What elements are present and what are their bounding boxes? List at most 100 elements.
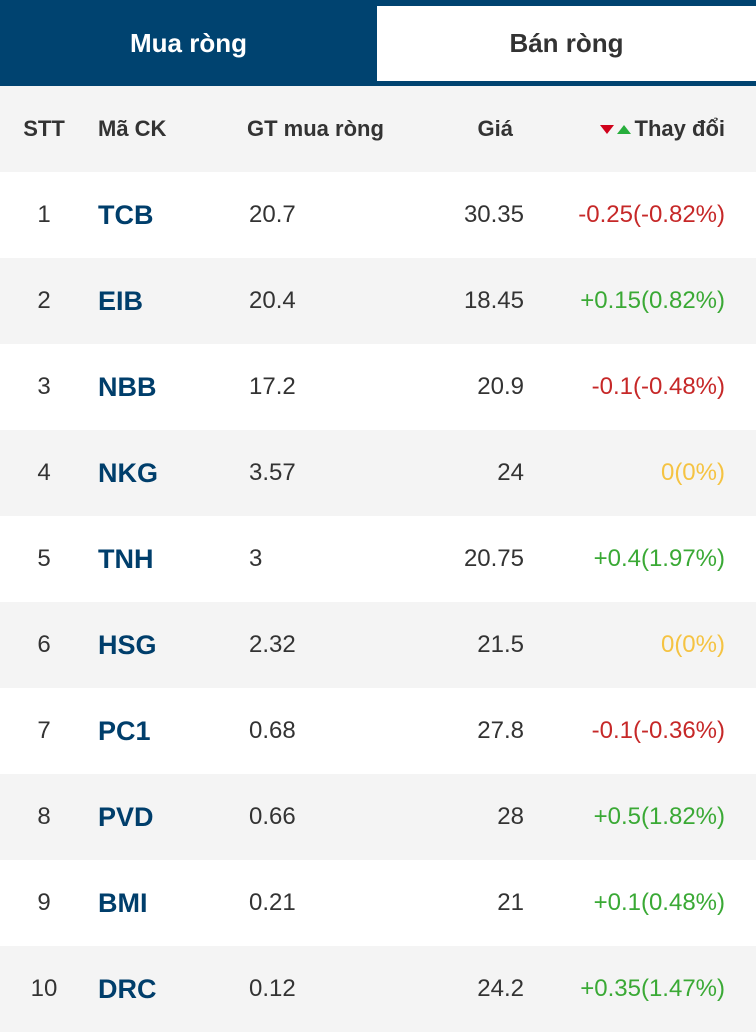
price-text: 24.2 bbox=[477, 975, 524, 1002]
net-value-text: 17.2 bbox=[249, 373, 296, 400]
row-stt: 3 bbox=[0, 344, 88, 430]
price: 24 bbox=[400, 430, 524, 516]
stock-code: EIB bbox=[98, 258, 228, 344]
stock-code: HSG bbox=[98, 602, 228, 688]
column-header-change[interactable]: Thay đổi bbox=[530, 86, 725, 172]
tab-bar: Mua ròng Bán ròng bbox=[0, 0, 756, 86]
row-stt: 5 bbox=[0, 516, 88, 602]
stock-code: BMI bbox=[98, 860, 228, 946]
column-header-code: Mã CK bbox=[98, 116, 167, 141]
table-row[interactable]: 6 HSG 2.32 21.5 0(0%) bbox=[0, 602, 756, 688]
stock-code-text[interactable]: TCB bbox=[98, 199, 154, 230]
table-row[interactable]: 8 PVD 0.66 28 +0.5(1.82%) bbox=[0, 774, 756, 860]
net-value-text: 0.21 bbox=[249, 889, 296, 916]
table-row[interactable]: 9 BMI 0.21 21 +0.1(0.48%) bbox=[0, 860, 756, 946]
stock-code-text[interactable]: PC1 bbox=[98, 715, 151, 746]
price: 21.5 bbox=[400, 602, 524, 688]
row-stt-text: 7 bbox=[37, 717, 51, 744]
price-change: +0.5(1.82%) bbox=[530, 774, 725, 860]
price-change: -0.1(-0.48%) bbox=[530, 344, 725, 430]
net-value: 3.57 bbox=[249, 430, 409, 516]
stock-code-text[interactable]: TNH bbox=[98, 543, 154, 574]
price-change: +0.15(0.82%) bbox=[530, 258, 725, 344]
price-change-text: -0.1(-0.36%) bbox=[591, 717, 725, 744]
price-text: 20.9 bbox=[477, 373, 524, 400]
net-value: 3 bbox=[249, 516, 409, 602]
row-stt: 4 bbox=[0, 430, 88, 516]
net-buy-table: STT Mã CK GT mua ròng Giá Thay đổi 1 TCB 2… bbox=[0, 86, 756, 1032]
price-change: 0(0%) bbox=[530, 602, 725, 688]
price-text: 20.75 bbox=[463, 545, 524, 572]
table-header: STT Mã CK GT mua ròng Giá Thay đổi bbox=[0, 86, 756, 172]
price: 20.9 bbox=[400, 344, 524, 430]
stock-code-text[interactable]: PVD bbox=[98, 801, 154, 832]
price-change: +0.35(1.47%) bbox=[530, 946, 725, 1032]
table-row[interactable]: 7 PC1 0.68 27.8 -0.1(-0.36%) bbox=[0, 688, 756, 774]
row-stt: 9 bbox=[0, 860, 88, 946]
stock-code-text[interactable]: NKG bbox=[98, 457, 158, 488]
net-value: 20.7 bbox=[249, 172, 409, 258]
row-stt: 8 bbox=[0, 774, 88, 860]
price-change: +0.4(1.97%) bbox=[530, 516, 725, 602]
table-row[interactable]: 4 NKG 3.57 24 0(0%) bbox=[0, 430, 756, 516]
price: 20.75 bbox=[400, 516, 524, 602]
table-row[interactable]: 5 TNH 3 20.75 +0.4(1.97%) bbox=[0, 516, 756, 602]
tab-net-sell[interactable]: Bán ròng bbox=[377, 6, 756, 81]
stock-code: TCB bbox=[98, 172, 228, 258]
table-body: 1 TCB 20.7 30.35 -0.25(-0.82%) 2 EIB 20.4 18.45 +… bbox=[0, 172, 756, 1032]
tab-net-buy[interactable]: Mua ròng bbox=[0, 0, 377, 86]
price-change-text: 0(0%) bbox=[660, 631, 725, 658]
row-stt-text: 10 bbox=[30, 975, 58, 1002]
price: 30.35 bbox=[400, 172, 524, 258]
row-stt-text: 6 bbox=[37, 631, 51, 658]
stock-code: TNH bbox=[98, 516, 228, 602]
row-stt: 2 bbox=[0, 258, 88, 344]
net-value-text: 20.4 bbox=[249, 287, 296, 314]
stock-code: PVD bbox=[98, 774, 228, 860]
price: 21 bbox=[400, 860, 524, 946]
stock-code: NKG bbox=[98, 430, 228, 516]
price: 24.2 bbox=[400, 946, 524, 1032]
table-row[interactable]: 1 TCB 20.7 30.35 -0.25(-0.82%) bbox=[0, 172, 756, 258]
price-change-text: +0.4(1.97%) bbox=[593, 545, 725, 572]
column-header-change-label: Thay đổi bbox=[634, 116, 725, 141]
price-text: 21.5 bbox=[477, 631, 524, 658]
stock-code-text[interactable]: HSG bbox=[98, 629, 157, 660]
table-row[interactable]: 2 EIB 20.4 18.45 +0.15(0.82%) bbox=[0, 258, 756, 344]
stock-code-text[interactable]: DRC bbox=[98, 973, 157, 1004]
price-text: 21 bbox=[497, 889, 524, 916]
row-stt-text: 8 bbox=[37, 803, 51, 830]
sort-up-icon bbox=[616, 124, 631, 134]
stock-code-text[interactable]: BMI bbox=[98, 887, 148, 918]
price-text: 28 bbox=[497, 803, 524, 830]
sort-icon[interactable] bbox=[599, 124, 631, 134]
price-text: 24 bbox=[497, 459, 524, 486]
net-value-text: 2.32 bbox=[249, 631, 296, 658]
table-row[interactable]: 10 DRC 0.12 24.2 +0.35(1.47%) bbox=[0, 946, 756, 1032]
price-text: 30.35 bbox=[463, 201, 524, 228]
price: 28 bbox=[400, 774, 524, 860]
net-value-text: 3.57 bbox=[249, 459, 296, 486]
row-stt-text: 2 bbox=[37, 287, 51, 314]
row-stt: 7 bbox=[0, 688, 88, 774]
net-value-text: 0.68 bbox=[249, 717, 296, 744]
net-value-text: 20.7 bbox=[249, 201, 296, 228]
row-stt-text: 3 bbox=[37, 373, 51, 400]
sort-down-icon bbox=[599, 124, 614, 134]
row-stt: 6 bbox=[0, 602, 88, 688]
stock-code: DRC bbox=[98, 946, 228, 1032]
stock-code-text[interactable]: EIB bbox=[98, 285, 144, 316]
price-change-text: 0(0%) bbox=[660, 459, 725, 486]
price-change-text: +0.35(1.47%) bbox=[580, 975, 725, 1002]
price-change: -0.1(-0.36%) bbox=[530, 688, 725, 774]
row-stt: 10 bbox=[0, 946, 88, 1032]
row-stt-text: 9 bbox=[37, 889, 51, 916]
price-change: -0.25(-0.82%) bbox=[530, 172, 725, 258]
net-value: 17.2 bbox=[249, 344, 409, 430]
column-header-net-value: GT mua ròng bbox=[247, 116, 384, 141]
stock-code-text[interactable]: NBB bbox=[98, 371, 157, 402]
price: 18.45 bbox=[400, 258, 524, 344]
table-row[interactable]: 3 NBB 17.2 20.9 -0.1(-0.48%) bbox=[0, 344, 756, 430]
price-text: 27.8 bbox=[477, 717, 524, 744]
net-value: 0.12 bbox=[249, 946, 409, 1032]
